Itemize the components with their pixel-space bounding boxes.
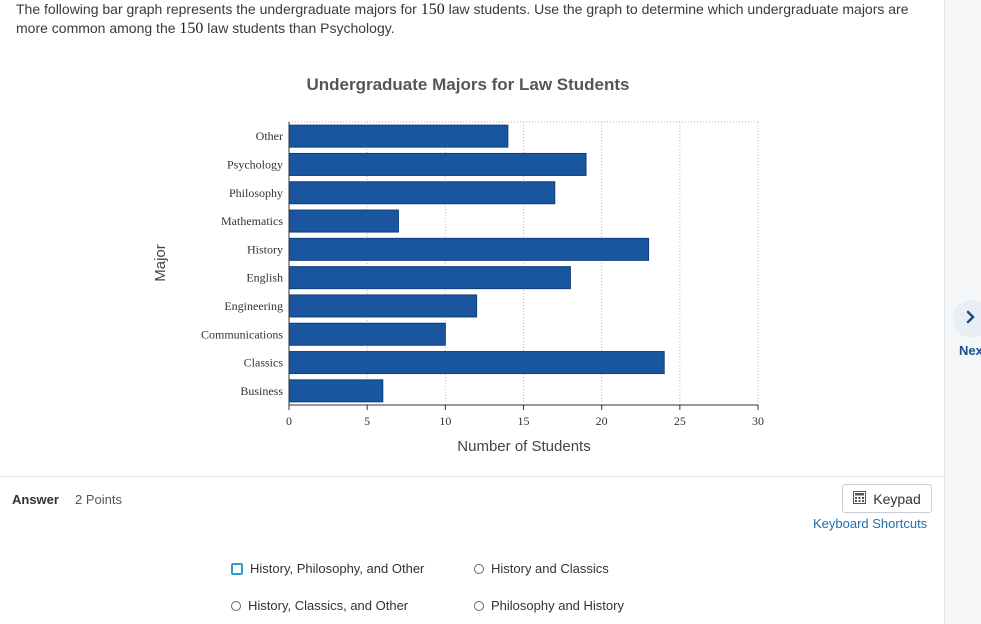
bar-classics [288, 351, 665, 375]
bar-history [288, 237, 650, 261]
y-tick-label-philosophy: Philosophy [229, 186, 283, 200]
question-number-2: 150 [179, 20, 204, 37]
option-4[interactable]: Philosophy and History [474, 598, 624, 613]
chart-bars [288, 124, 665, 403]
bar-chart: Undergraduate Majors for Law Students Ot… [152, 75, 764, 455]
y-tick-label-business: Business [240, 384, 283, 398]
bar-business [288, 379, 384, 403]
question-text-part1: The following bar graph represents the u… [16, 1, 421, 17]
y-tick-label-communications: Communications [201, 327, 283, 341]
option-3-label: History, Classics, and Other [248, 598, 409, 613]
calculator-icon [853, 490, 867, 507]
points-label: 2 Points [75, 492, 122, 507]
question-text: The following bar graph represents the u… [16, 0, 921, 38]
option-2-radio[interactable] [474, 563, 484, 574]
bar-other [288, 124, 509, 148]
bar-philosophy [288, 181, 556, 205]
option-3[interactable]: History, Classics, and Other [231, 598, 408, 613]
y-tick-label-engineering: Engineering [224, 299, 283, 313]
option-3-radio[interactable] [231, 600, 241, 611]
option-1-radio[interactable] [231, 562, 243, 575]
y-tick-label-other: Other [256, 129, 283, 143]
section-divider [0, 476, 944, 477]
answer-label: Answer [12, 492, 59, 507]
bar-communications [288, 322, 446, 346]
chevron-right-icon [966, 310, 976, 329]
y-tick-label-history: History [247, 242, 283, 256]
x-tick-labels: 0 5 10 15 20 25 30 [286, 405, 764, 428]
chart-title: Undergraduate Majors for Law Students [306, 75, 629, 94]
x-tick-label: 20 [596, 414, 608, 428]
question-text-part2: law students. Use the graph to determine… [16, 1, 909, 36]
option-4-label: Philosophy and History [491, 598, 624, 613]
next-button[interactable] [953, 300, 981, 338]
bar-mathematics [288, 209, 399, 233]
option-1-label: History, Philosophy, and Other [250, 561, 425, 576]
x-tick-label: 30 [752, 414, 764, 428]
bar-engineering [288, 294, 478, 318]
y-tick-label-english: English [246, 271, 283, 285]
bar-english [288, 266, 571, 290]
option-4-radio[interactable] [474, 600, 484, 611]
x-tick-label: 10 [439, 414, 451, 428]
option-1[interactable]: History, Philosophy, and Other [231, 561, 424, 576]
x-tick-label: 25 [674, 414, 686, 428]
y-axis-label: Major [152, 244, 169, 282]
option-2-label: History and Classics [491, 561, 609, 576]
bar-psychology [288, 152, 587, 176]
option-2[interactable]: History and Classics [474, 561, 609, 576]
y-tick-label-mathematics: Mathematics [221, 214, 283, 228]
keypad-label: Keypad [873, 490, 921, 507]
x-tick-label: 0 [286, 414, 292, 428]
x-tick-label: 15 [518, 414, 530, 428]
y-tick-label-classics: Classics [244, 356, 284, 370]
question-panel: The following bar graph represents the u… [0, 0, 944, 613]
next-label[interactable]: Nex [959, 343, 981, 358]
y-tick-labels: Other Psychology Philosophy Mathematics Hist… [201, 129, 283, 398]
question-number-1: 150 [420, 1, 445, 18]
y-tick-label-psychology: Psychology [227, 157, 283, 171]
keyboard-shortcuts-link[interactable]: Keyboard Shortcuts [813, 516, 928, 531]
x-tick-label: 5 [364, 414, 370, 428]
keypad-button[interactable]: Keypad [842, 484, 932, 513]
bar-chart-container: Undergraduate Majors for Law Students Ot… [0, 60, 944, 460]
question-text-part3: law students than Psychology. [203, 20, 395, 36]
x-axis-label: Number of Students [457, 438, 590, 455]
